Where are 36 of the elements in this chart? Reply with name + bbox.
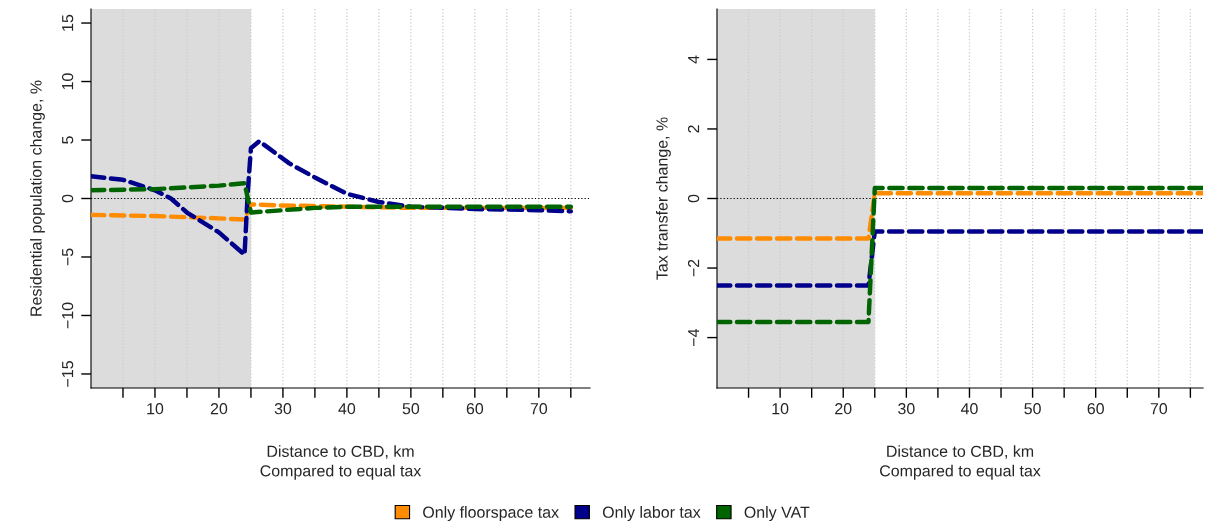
x-tick-label: 60 [1087,403,1104,415]
y-tick-label: −15 [62,361,74,387]
x-tick-label: 50 [1024,403,1041,415]
x-tick-label: 20 [210,403,228,415]
x-tick-label: 30 [274,403,292,415]
legend-label: Only floorspace tax [423,506,559,522]
y-tick-label: −2 [687,259,700,277]
x-axis-title: Distance to CBD, km Compared to equal tax [880,445,1041,480]
x-tick-label: 60 [466,403,484,415]
y-tick-label: 4 [688,55,700,64]
y-tick-label: 15 [62,14,74,31]
x-tick-label: 70 [1150,403,1168,415]
y-tick-label: −4 [688,328,700,346]
y-tick-label: −10 [61,302,74,329]
line-series [91,138,574,257]
line-series [91,202,574,222]
x-tick-label: 50 [402,403,420,415]
x-tick-label: 70 [530,403,548,415]
y-axis-title: Residential population change, % [29,80,45,316]
legend-label: Only labor tax [602,506,701,522]
x-tick-label: 40 [960,403,978,415]
line-series [91,181,574,215]
x-axis-title: Distance to CBD, km Compared to equal tax [260,445,422,480]
legend-label: Only VAT [744,506,810,522]
x-tick-label: 20 [835,403,852,415]
y-tick-label: 0 [687,194,700,203]
x-tick-label: 10 [772,403,789,415]
y-tick-label: 2 [687,125,700,133]
y-tick-label: 0 [61,194,74,203]
y-tick-label: 10 [61,73,74,90]
x-tick-label: 40 [338,403,356,415]
y-tick-label: −5 [62,248,74,266]
x-tick-label: 30 [898,403,915,415]
y-tick-label: 5 [62,136,74,144]
x-tick-label: 10 [147,403,164,415]
y-axis-title: Tax transfer change, % [655,117,671,280]
